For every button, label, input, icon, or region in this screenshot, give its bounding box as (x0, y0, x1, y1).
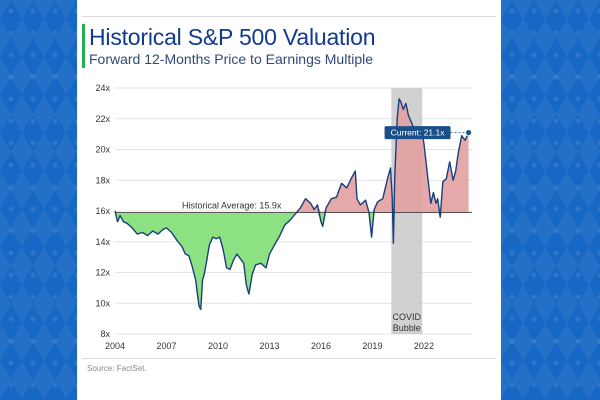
chart-title: Historical S&P 500 Valuation (89, 24, 376, 50)
y-tick-label-10: 10x (95, 298, 110, 308)
axis-labels: 8x 10x 12x 14x 16x 18x 20x 22x 24x 2004 2007 2010 20… (95, 83, 433, 351)
x-tick-label-2022: 2022 (414, 341, 434, 351)
chart-subtitle: Forward 12-Months Price to Earnings Mult… (89, 51, 374, 67)
y-tick-label-24: 24x (95, 83, 110, 93)
x-tick-label-2016: 2016 (311, 341, 331, 351)
x-tick-label-2010: 2010 (208, 341, 228, 351)
y-tick-label-20: 20x (95, 145, 110, 155)
y-tick-label-8: 8x (100, 329, 110, 339)
x-tick-label-2007: 2007 (156, 341, 176, 351)
top-divider (82, 16, 496, 17)
background-panel-right (501, 0, 600, 400)
current-callout-box (384, 126, 451, 140)
current-callout-label: Current: 21.1x (391, 128, 446, 138)
y-tick-label-18: 18x (95, 175, 110, 185)
bottom-divider (82, 358, 496, 359)
y-tick-label-22: 22x (95, 114, 110, 124)
area-fills (115, 98, 469, 310)
x-tick-label-2019: 2019 (362, 341, 382, 351)
x-tick-label-2013: 2013 (259, 341, 279, 351)
above-average-fill (115, 98, 469, 213)
x-tick-label-2004: 2004 (105, 341, 125, 351)
y-tick-label-12: 12x (95, 268, 110, 278)
chart-card: Historical S&P 500 Valuation Forward 12-… (77, 0, 501, 400)
current-value-marker (465, 129, 472, 136)
covid-label-line1: COVID (393, 312, 422, 322)
historical-average-label: Historical Average: 15.9x (182, 201, 282, 211)
source-note: Source: FactSet. (87, 364, 147, 373)
pe-ratio-chart: 8x 10x 12x 14x 16x 18x 20x 22x 24x 2004 2007 2010 20… (95, 83, 472, 351)
title-accent-bar (82, 24, 85, 68)
below-average-fill (115, 212, 469, 310)
background-panel-left (0, 0, 77, 400)
y-tick-label-16: 16x (95, 206, 110, 216)
covid-label-line2: Bubble (393, 323, 421, 333)
y-tick-label-14: 14x (95, 237, 110, 247)
